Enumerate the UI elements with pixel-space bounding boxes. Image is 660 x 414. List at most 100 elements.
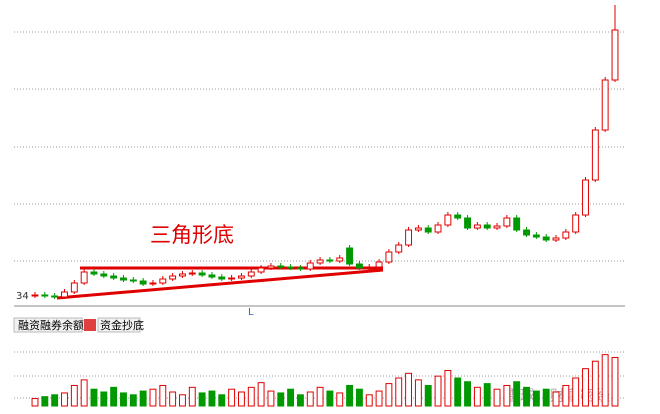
candle-body bbox=[513, 217, 521, 231]
volume-bar bbox=[51, 394, 59, 407]
volume-bar bbox=[424, 384, 432, 407]
candle-body bbox=[277, 265, 285, 268]
candle-body bbox=[562, 231, 570, 239]
annotation: 三角形底 bbox=[150, 223, 234, 247]
candle-body bbox=[552, 237, 560, 241]
candle-body bbox=[51, 295, 59, 298]
volume-bar bbox=[336, 392, 344, 407]
candle-body bbox=[306, 262, 314, 270]
tab-icon bbox=[84, 319, 96, 331]
candle-body bbox=[90, 271, 98, 275]
tab[interactable] bbox=[13, 317, 83, 333]
volume-bar bbox=[395, 377, 403, 407]
tab-label[interactable]: 资金抄底 bbox=[100, 318, 144, 332]
marker: L bbox=[248, 307, 254, 318]
candle-body bbox=[493, 225, 501, 229]
candle-body bbox=[218, 276, 226, 280]
candle-body bbox=[611, 29, 619, 81]
volume-bar bbox=[247, 386, 255, 407]
volume-bar bbox=[454, 377, 462, 407]
volume-bar bbox=[208, 390, 216, 407]
candle-body bbox=[70, 282, 78, 293]
candle-body bbox=[159, 278, 167, 284]
candle-body bbox=[395, 244, 403, 253]
candle-body bbox=[228, 277, 236, 280]
volume-bar bbox=[188, 386, 196, 407]
volume-bar bbox=[434, 375, 442, 407]
candle-body bbox=[257, 267, 265, 273]
volume-bar bbox=[277, 392, 285, 407]
volume-bar bbox=[139, 390, 147, 407]
candle-body bbox=[326, 259, 334, 262]
volume-bar bbox=[591, 360, 599, 407]
candle-body bbox=[149, 282, 157, 285]
candle-body bbox=[247, 271, 255, 277]
candle-body bbox=[591, 129, 599, 181]
volume-bar bbox=[80, 379, 88, 407]
candle-body bbox=[129, 279, 137, 282]
candle-body bbox=[267, 265, 275, 269]
volume-bar bbox=[296, 394, 304, 407]
volume-bar bbox=[572, 377, 580, 407]
volume-bar bbox=[375, 390, 383, 407]
volume-bar bbox=[179, 394, 186, 407]
candle-body bbox=[237, 275, 245, 279]
volume-bar bbox=[70, 384, 78, 407]
volume-bar bbox=[61, 392, 68, 407]
volume-bar bbox=[503, 384, 511, 407]
volume-bar bbox=[405, 372, 413, 407]
candle-body bbox=[198, 272, 206, 276]
volume-bar bbox=[41, 396, 49, 407]
volume-bar bbox=[149, 388, 157, 407]
candle-body bbox=[287, 266, 295, 269]
candle-body bbox=[188, 272, 196, 275]
candle-body bbox=[120, 277, 127, 281]
volume-bar bbox=[582, 368, 589, 407]
volume-bar bbox=[120, 392, 127, 407]
candle-body bbox=[208, 274, 216, 278]
candle-body bbox=[336, 257, 344, 262]
volume-bar bbox=[316, 386, 324, 407]
price-label: 34 bbox=[16, 291, 29, 302]
volume-bar bbox=[31, 398, 39, 407]
volume-bar bbox=[611, 356, 619, 407]
candle-body bbox=[346, 247, 354, 265]
tab[interactable] bbox=[97, 317, 141, 333]
candle-body bbox=[601, 79, 609, 131]
candle-body bbox=[434, 224, 442, 233]
candle-body bbox=[61, 291, 68, 298]
candle-body bbox=[355, 263, 363, 269]
candle-body bbox=[444, 214, 452, 226]
candle-body bbox=[414, 227, 422, 231]
candle-body bbox=[503, 217, 511, 227]
volume-bar bbox=[159, 384, 167, 407]
volume-bar bbox=[110, 386, 118, 407]
volume-bar bbox=[287, 388, 295, 407]
volume-bar bbox=[513, 381, 521, 407]
volume-bar bbox=[601, 354, 609, 407]
volume-bar bbox=[257, 382, 265, 407]
tab-label[interactable]: 融资融券余额 bbox=[18, 318, 84, 332]
volume-bar bbox=[562, 384, 570, 407]
candle-body bbox=[424, 227, 432, 233]
candle-body bbox=[454, 214, 462, 219]
candle-body bbox=[139, 280, 147, 285]
candle-body bbox=[100, 273, 108, 277]
candle-body bbox=[542, 236, 550, 241]
volume-bar bbox=[90, 388, 98, 407]
candle-body bbox=[572, 214, 580, 233]
volume-bar bbox=[100, 391, 108, 407]
candle-body bbox=[80, 271, 88, 284]
candle-body bbox=[473, 224, 481, 229]
volume-bar bbox=[493, 388, 501, 407]
candle-body bbox=[110, 275, 118, 279]
candle-body bbox=[385, 251, 393, 263]
volume-bar bbox=[385, 383, 393, 407]
volume-bar bbox=[464, 381, 471, 407]
triangle-bottom bbox=[56, 268, 384, 300]
volume-bar bbox=[267, 390, 275, 407]
volume-bar bbox=[326, 390, 334, 407]
candle-body bbox=[41, 294, 49, 297]
volume-bar bbox=[355, 388, 363, 407]
